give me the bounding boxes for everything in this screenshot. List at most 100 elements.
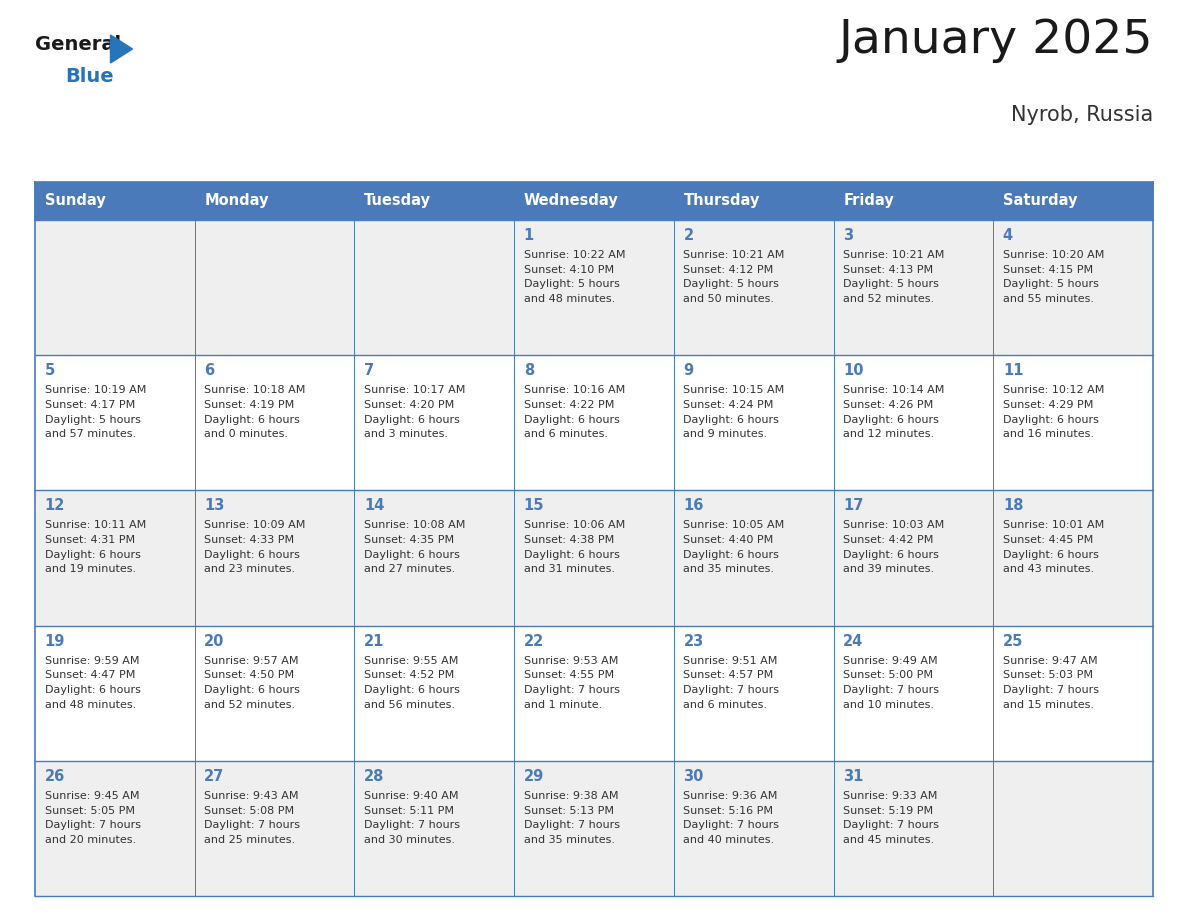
Text: January 2025: January 2025 xyxy=(839,18,1154,63)
Text: and 6 minutes.: and 6 minutes. xyxy=(524,430,608,440)
Text: and 30 minutes.: and 30 minutes. xyxy=(364,834,455,845)
Text: Saturday: Saturday xyxy=(1003,194,1078,208)
Text: and 50 minutes.: and 50 minutes. xyxy=(683,294,775,304)
Text: Sunset: 4:17 PM: Sunset: 4:17 PM xyxy=(45,400,134,410)
Text: 8: 8 xyxy=(524,364,533,378)
Text: Nyrob, Russia: Nyrob, Russia xyxy=(1011,105,1154,125)
Text: and 48 minutes.: and 48 minutes. xyxy=(524,294,615,304)
Text: and 16 minutes.: and 16 minutes. xyxy=(1003,430,1094,440)
Bar xyxy=(34,182,1154,220)
Text: Daylight: 7 hours: Daylight: 7 hours xyxy=(843,820,940,830)
Text: Daylight: 6 hours: Daylight: 6 hours xyxy=(45,550,140,560)
Text: Sunset: 4:52 PM: Sunset: 4:52 PM xyxy=(364,670,454,680)
Text: Sunrise: 9:36 AM: Sunrise: 9:36 AM xyxy=(683,790,778,800)
Text: and 55 minutes.: and 55 minutes. xyxy=(1003,294,1094,304)
Text: 5: 5 xyxy=(45,364,55,378)
Text: 12: 12 xyxy=(45,498,65,513)
Text: Sunrise: 10:21 AM: Sunrise: 10:21 AM xyxy=(843,250,944,260)
Text: Daylight: 6 hours: Daylight: 6 hours xyxy=(364,685,460,695)
Text: Sunrise: 9:33 AM: Sunrise: 9:33 AM xyxy=(843,790,937,800)
Text: Sunrise: 10:21 AM: Sunrise: 10:21 AM xyxy=(683,250,785,260)
Text: Daylight: 7 hours: Daylight: 7 hours xyxy=(683,685,779,695)
Text: and 10 minutes.: and 10 minutes. xyxy=(843,700,934,710)
Text: and 0 minutes.: and 0 minutes. xyxy=(204,430,289,440)
Text: Daylight: 6 hours: Daylight: 6 hours xyxy=(843,415,939,425)
Text: Daylight: 6 hours: Daylight: 6 hours xyxy=(364,415,460,425)
Text: Sunset: 4:26 PM: Sunset: 4:26 PM xyxy=(843,400,934,410)
Text: Sunset: 4:50 PM: Sunset: 4:50 PM xyxy=(204,670,295,680)
Text: Sunrise: 10:14 AM: Sunrise: 10:14 AM xyxy=(843,386,944,396)
Text: Sunset: 4:45 PM: Sunset: 4:45 PM xyxy=(1003,535,1093,545)
Text: Sunset: 5:00 PM: Sunset: 5:00 PM xyxy=(843,670,933,680)
Text: 31: 31 xyxy=(843,768,864,784)
Text: Sunrise: 9:40 AM: Sunrise: 9:40 AM xyxy=(364,790,459,800)
Text: Sunrise: 9:38 AM: Sunrise: 9:38 AM xyxy=(524,790,618,800)
Text: 21: 21 xyxy=(364,633,385,649)
Text: Sunrise: 9:55 AM: Sunrise: 9:55 AM xyxy=(364,655,459,666)
Text: Sunrise: 10:08 AM: Sunrise: 10:08 AM xyxy=(364,521,466,531)
Text: Sunset: 4:10 PM: Sunset: 4:10 PM xyxy=(524,264,614,274)
Text: Sunrise: 9:57 AM: Sunrise: 9:57 AM xyxy=(204,655,299,666)
Text: Sunrise: 9:47 AM: Sunrise: 9:47 AM xyxy=(1003,655,1098,666)
Text: Sunset: 4:12 PM: Sunset: 4:12 PM xyxy=(683,264,773,274)
Text: 13: 13 xyxy=(204,498,225,513)
Text: Daylight: 6 hours: Daylight: 6 hours xyxy=(683,415,779,425)
Text: 4: 4 xyxy=(1003,228,1013,243)
Bar xyxy=(34,220,1154,355)
Text: and 43 minutes.: and 43 minutes. xyxy=(1003,565,1094,575)
Text: 11: 11 xyxy=(1003,364,1023,378)
Text: Daylight: 6 hours: Daylight: 6 hours xyxy=(204,415,301,425)
Text: Sunset: 4:15 PM: Sunset: 4:15 PM xyxy=(1003,264,1093,274)
Text: Sunrise: 10:15 AM: Sunrise: 10:15 AM xyxy=(683,386,785,396)
Text: Sunset: 4:29 PM: Sunset: 4:29 PM xyxy=(1003,400,1093,410)
Text: Sunrise: 10:19 AM: Sunrise: 10:19 AM xyxy=(45,386,146,396)
Text: and 35 minutes.: and 35 minutes. xyxy=(683,565,775,575)
Text: Sunset: 4:20 PM: Sunset: 4:20 PM xyxy=(364,400,454,410)
Text: 29: 29 xyxy=(524,768,544,784)
Text: and 9 minutes.: and 9 minutes. xyxy=(683,430,767,440)
Text: Daylight: 7 hours: Daylight: 7 hours xyxy=(683,820,779,830)
Text: 1: 1 xyxy=(524,228,533,243)
Text: and 35 minutes.: and 35 minutes. xyxy=(524,834,614,845)
Text: and 56 minutes.: and 56 minutes. xyxy=(364,700,455,710)
Bar xyxy=(34,625,1154,761)
Text: Tuesday: Tuesday xyxy=(364,194,431,208)
Text: 19: 19 xyxy=(45,633,65,649)
Text: Daylight: 6 hours: Daylight: 6 hours xyxy=(204,685,301,695)
Text: Daylight: 6 hours: Daylight: 6 hours xyxy=(1003,415,1099,425)
Text: Sunrise: 10:06 AM: Sunrise: 10:06 AM xyxy=(524,521,625,531)
Text: 22: 22 xyxy=(524,633,544,649)
Text: Sunrise: 10:12 AM: Sunrise: 10:12 AM xyxy=(1003,386,1104,396)
Text: Sunrise: 9:59 AM: Sunrise: 9:59 AM xyxy=(45,655,139,666)
Text: Sunset: 5:11 PM: Sunset: 5:11 PM xyxy=(364,805,454,815)
Text: General: General xyxy=(34,35,121,54)
Text: 24: 24 xyxy=(843,633,864,649)
Text: and 19 minutes.: and 19 minutes. xyxy=(45,565,135,575)
Bar xyxy=(34,761,1154,896)
Text: 18: 18 xyxy=(1003,498,1023,513)
Text: and 12 minutes.: and 12 minutes. xyxy=(843,430,934,440)
Text: Sunrise: 10:17 AM: Sunrise: 10:17 AM xyxy=(364,386,466,396)
Text: Sunset: 4:47 PM: Sunset: 4:47 PM xyxy=(45,670,135,680)
Text: Daylight: 5 hours: Daylight: 5 hours xyxy=(45,415,140,425)
Text: 9: 9 xyxy=(683,364,694,378)
Text: Wednesday: Wednesday xyxy=(524,194,619,208)
Text: Sunrise: 10:18 AM: Sunrise: 10:18 AM xyxy=(204,386,305,396)
Text: and 15 minutes.: and 15 minutes. xyxy=(1003,700,1094,710)
Text: 14: 14 xyxy=(364,498,385,513)
Text: Daylight: 5 hours: Daylight: 5 hours xyxy=(683,279,779,289)
Text: 17: 17 xyxy=(843,498,864,513)
Text: 26: 26 xyxy=(45,768,65,784)
Text: and 23 minutes.: and 23 minutes. xyxy=(204,565,296,575)
Text: Sunrise: 9:51 AM: Sunrise: 9:51 AM xyxy=(683,655,778,666)
Text: Sunset: 4:19 PM: Sunset: 4:19 PM xyxy=(204,400,295,410)
Bar xyxy=(993,182,1154,220)
Text: and 45 minutes.: and 45 minutes. xyxy=(843,834,934,845)
Text: Sunrise: 10:16 AM: Sunrise: 10:16 AM xyxy=(524,386,625,396)
Text: 10: 10 xyxy=(843,364,864,378)
Text: Sunrise: 10:11 AM: Sunrise: 10:11 AM xyxy=(45,521,146,531)
Bar xyxy=(34,182,195,220)
Text: Sunrise: 10:20 AM: Sunrise: 10:20 AM xyxy=(1003,250,1104,260)
Text: Daylight: 6 hours: Daylight: 6 hours xyxy=(683,550,779,560)
Text: Daylight: 6 hours: Daylight: 6 hours xyxy=(843,550,939,560)
